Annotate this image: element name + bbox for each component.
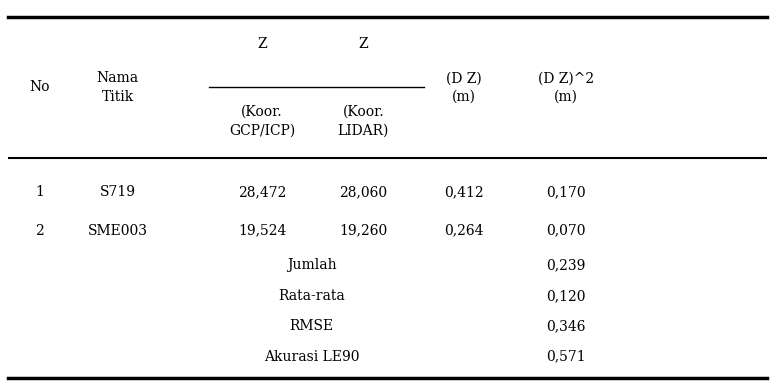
Text: 19,524: 19,524 xyxy=(238,223,287,238)
Text: (Koor.
GCP/ICP): (Koor. GCP/ICP) xyxy=(229,105,295,137)
Text: 0,120: 0,120 xyxy=(546,289,586,303)
Text: No: No xyxy=(29,80,50,94)
Text: SME003: SME003 xyxy=(88,223,148,238)
Text: 28,472: 28,472 xyxy=(238,185,287,199)
Text: 1: 1 xyxy=(35,185,44,199)
Text: Nama
Titik: Nama Titik xyxy=(97,71,139,103)
Text: 0,412: 0,412 xyxy=(443,185,484,199)
Text: 0,346: 0,346 xyxy=(546,319,586,333)
Text: S719: S719 xyxy=(100,185,136,199)
Text: 19,260: 19,260 xyxy=(339,223,388,238)
Text: (Koor.
LIDAR): (Koor. LIDAR) xyxy=(337,105,389,137)
Text: 28,060: 28,060 xyxy=(339,185,388,199)
Text: Akurasi LE90: Akurasi LE90 xyxy=(264,350,360,363)
Text: Jumlah: Jumlah xyxy=(287,258,336,272)
Text: 0,571: 0,571 xyxy=(546,350,586,363)
Text: RMSE: RMSE xyxy=(290,319,333,333)
Text: 0,070: 0,070 xyxy=(546,223,586,238)
Text: 0,239: 0,239 xyxy=(546,258,586,272)
Text: (D Z)
(m): (D Z) (m) xyxy=(446,71,481,103)
Text: 0,264: 0,264 xyxy=(444,223,483,238)
Text: Z: Z xyxy=(358,37,368,51)
Text: (D Z)^2
(m): (D Z)^2 (m) xyxy=(538,71,594,103)
Text: 2: 2 xyxy=(36,223,44,238)
Text: Z: Z xyxy=(257,37,267,51)
Text: 0,170: 0,170 xyxy=(546,185,586,199)
Text: Rata-rata: Rata-rata xyxy=(278,289,345,303)
